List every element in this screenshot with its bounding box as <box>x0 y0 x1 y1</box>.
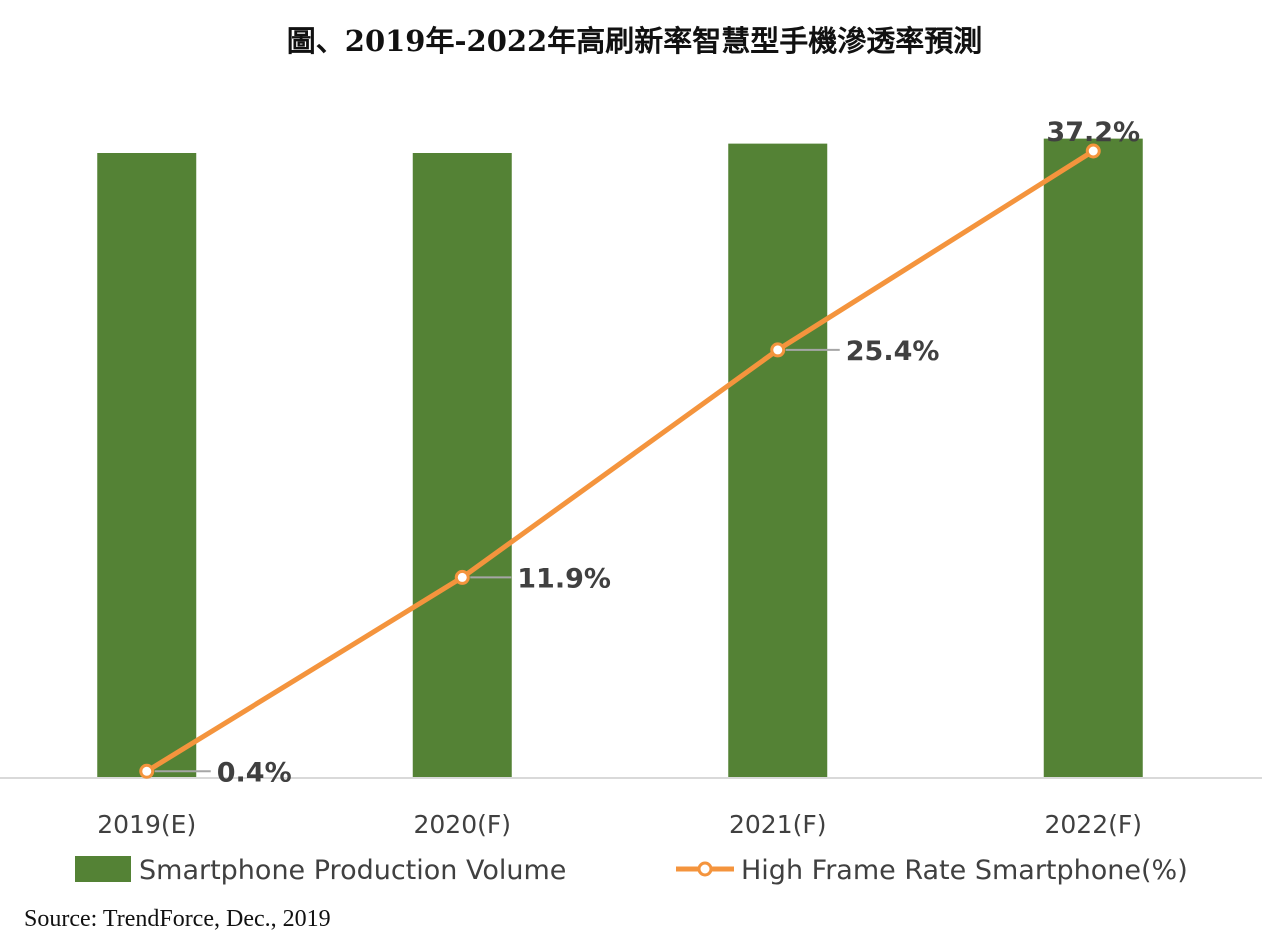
line-point <box>770 342 786 358</box>
line-point <box>139 763 155 779</box>
legend: Smartphone Production Volume High Frame R… <box>75 855 1188 886</box>
legend-bar-label: Smartphone Production Volume <box>139 855 566 886</box>
bar-2021(F) <box>728 143 828 778</box>
chart-title: 圖、2019年-2022年高刷新率智慧型手機滲透率預測 <box>286 24 983 58</box>
data-label: 25.4% <box>846 336 940 367</box>
line-series-group: 0.4% 11.9% 25.4% 37.2% <box>139 117 1140 788</box>
source-note: Source: TrendForce, Dec., 2019 <box>24 906 331 932</box>
x-tick-label: 2022(F) <box>1044 810 1142 839</box>
bar-2022(F) <box>1043 138 1143 778</box>
bar-series-group <box>97 138 1143 778</box>
x-tick-label: 2019(E) <box>97 810 196 839</box>
chart-canvas: 2019(E) 2020(F) 2021(F) 2022(F) 0.4% 11.9% 25… <box>0 117 1262 886</box>
line-series <box>145 148 1095 774</box>
data-label: 0.4% <box>217 757 292 788</box>
legend-line-marker <box>697 861 713 877</box>
legend-bar-swatch <box>75 856 131 882</box>
data-label: 37.2% <box>1046 117 1140 148</box>
x-tick-label: 2021(F) <box>729 810 827 839</box>
legend-line-label: High Frame Rate Smartphone(%) <box>741 855 1188 886</box>
line-point <box>1085 143 1101 159</box>
line-point <box>454 569 470 585</box>
bar-2019(E) <box>97 153 197 778</box>
x-tick-label: 2020(F) <box>413 810 511 839</box>
bar-2020(F) <box>412 153 512 778</box>
x-tick-labels: 2019(E) 2020(F) 2021(F) 2022(F) <box>97 810 1142 839</box>
data-label: 11.9% <box>517 563 611 594</box>
